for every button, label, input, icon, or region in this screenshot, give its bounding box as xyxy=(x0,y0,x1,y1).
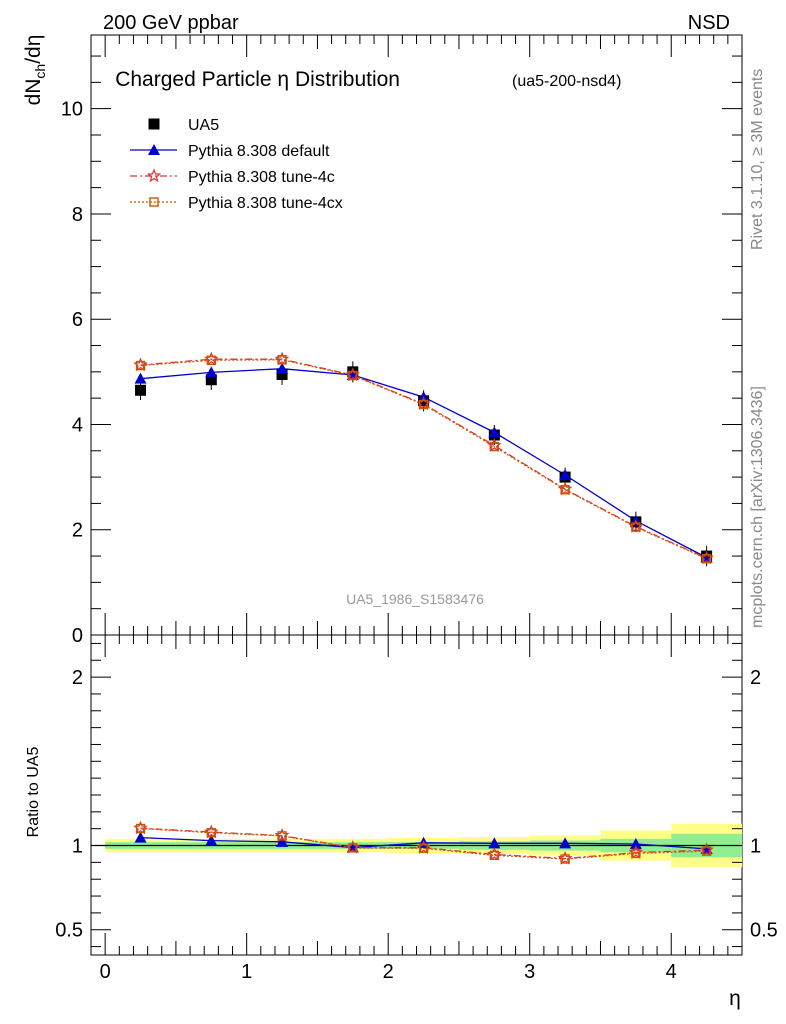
x-tick-label: 4 xyxy=(666,961,677,983)
main-x-ticks xyxy=(104,35,743,635)
ratio-point-2 xyxy=(206,828,216,838)
legend-marker-2 xyxy=(149,197,159,207)
ratio-y-tick-label-right: 0.5 xyxy=(750,920,778,942)
ratio-point-0 xyxy=(629,838,642,850)
legend-label-0: Pythia 8.308 default xyxy=(188,143,330,160)
ratio-point-2 xyxy=(135,823,146,834)
ratio-series-line-1 xyxy=(140,827,707,860)
ratio-point-2 xyxy=(348,843,358,853)
series-point-2 xyxy=(418,399,429,410)
legend: UA5 Pythia 8.308 default Pythia 8.308 tune… xyxy=(130,117,343,212)
series-point-2 xyxy=(206,355,216,365)
data-point xyxy=(205,374,217,386)
x-tick-label: 2 xyxy=(383,961,394,983)
ratio-point-2 xyxy=(418,843,429,853)
ratio-y-tick-label: 1 xyxy=(72,836,83,858)
legend-label-1: Pythia 8.308 tune-4c xyxy=(188,169,335,186)
y-axis-label: dNch/dη xyxy=(22,35,48,106)
analysis-watermark: UA5_1986_S1583476 xyxy=(346,591,484,607)
ratio-y-axis-label: Ratio to UA5 xyxy=(25,747,42,838)
x-tick-label: 0 xyxy=(100,961,111,983)
y-axis-label-sub: ch xyxy=(32,64,48,79)
chart-title: Charged Particle η Distribution xyxy=(115,68,400,91)
legend-label-2: Pythia 8.308 tune-4cx xyxy=(188,195,343,212)
side-text-rivet: Rivet 3.1.10, ≥ 3M events xyxy=(749,69,766,250)
series-point-0 xyxy=(559,469,572,480)
series-point-0 xyxy=(488,426,501,438)
y-axis-label-part-2: /dη xyxy=(22,35,45,64)
header-left: 200 GeV ppbar xyxy=(103,12,239,34)
main-y-tick-label: 8 xyxy=(72,204,83,226)
main-y-tick-label: 10 xyxy=(61,99,83,121)
ratio-point-0 xyxy=(276,835,289,847)
ratio-series-line-2 xyxy=(140,827,707,860)
ratio-point-2 xyxy=(560,854,570,864)
ratio-y-tick-label-right: 2 xyxy=(750,667,761,689)
series-point-2 xyxy=(631,522,641,532)
x-tick-label: 3 xyxy=(524,961,535,983)
ratio-point-2 xyxy=(277,831,287,841)
y-axis-label-part-1: dN xyxy=(22,79,45,106)
main-y-tick-label: 2 xyxy=(72,520,83,542)
ratio-plot-panel: 0.5 0.5 1 1 2 2 0 1 2 3 4 xyxy=(55,634,778,983)
series-point-2 xyxy=(277,355,287,365)
ratio-point-2 xyxy=(489,850,500,860)
main-y-tick-label: 4 xyxy=(72,414,83,436)
series-point-2 xyxy=(135,360,146,371)
ratio-point-0 xyxy=(205,834,218,846)
side-text-mcplots: mcplots.cern.ch [arXiv:1306.3436] xyxy=(749,386,766,628)
header-right: NSD xyxy=(688,12,730,34)
ratio-point-2 xyxy=(631,848,641,859)
ratio-plot-frame xyxy=(90,634,743,956)
ratio-point-0 xyxy=(134,831,147,843)
ratio-y-tick-label-right: 1 xyxy=(750,836,761,858)
series-point-0 xyxy=(276,362,289,374)
series-point-0 xyxy=(134,372,147,384)
ratio-y-tick-label: 2 xyxy=(72,667,83,689)
series-point-2 xyxy=(489,441,500,452)
legend-marker-0 xyxy=(148,144,160,155)
main-plot-frame xyxy=(90,34,743,636)
ratio-point-0 xyxy=(559,837,572,849)
ratio-point-0 xyxy=(488,837,501,849)
series-line-2 xyxy=(140,359,707,560)
legend-marker-1 xyxy=(146,168,162,183)
ratio-x-axis: 0 1 2 3 4 xyxy=(100,635,743,983)
main-series-layer xyxy=(133,351,714,567)
x-tick-label: 1 xyxy=(241,961,252,983)
legend-marker-data xyxy=(148,118,160,130)
chart-subtitle: (ua5-200-nsd4) xyxy=(512,73,621,90)
data-point xyxy=(276,368,288,380)
series-point-2 xyxy=(560,485,570,495)
ratio-point-2 xyxy=(701,846,712,856)
series-point-2 xyxy=(701,553,712,564)
legend-label-data: UA5 xyxy=(188,117,219,134)
data-point xyxy=(135,384,147,396)
series-point-2 xyxy=(348,370,358,381)
ratio-y-axis: 0.5 0.5 1 1 2 2 xyxy=(55,642,778,948)
series-point-0 xyxy=(205,366,218,378)
x-axis-label: η xyxy=(729,987,741,1010)
ratio-y-tick-label: 0.5 xyxy=(55,920,83,942)
ratio-series-layer xyxy=(133,820,714,865)
main-y-tick-label: 6 xyxy=(72,309,83,331)
main-y-tick-label: 0 xyxy=(72,625,83,647)
